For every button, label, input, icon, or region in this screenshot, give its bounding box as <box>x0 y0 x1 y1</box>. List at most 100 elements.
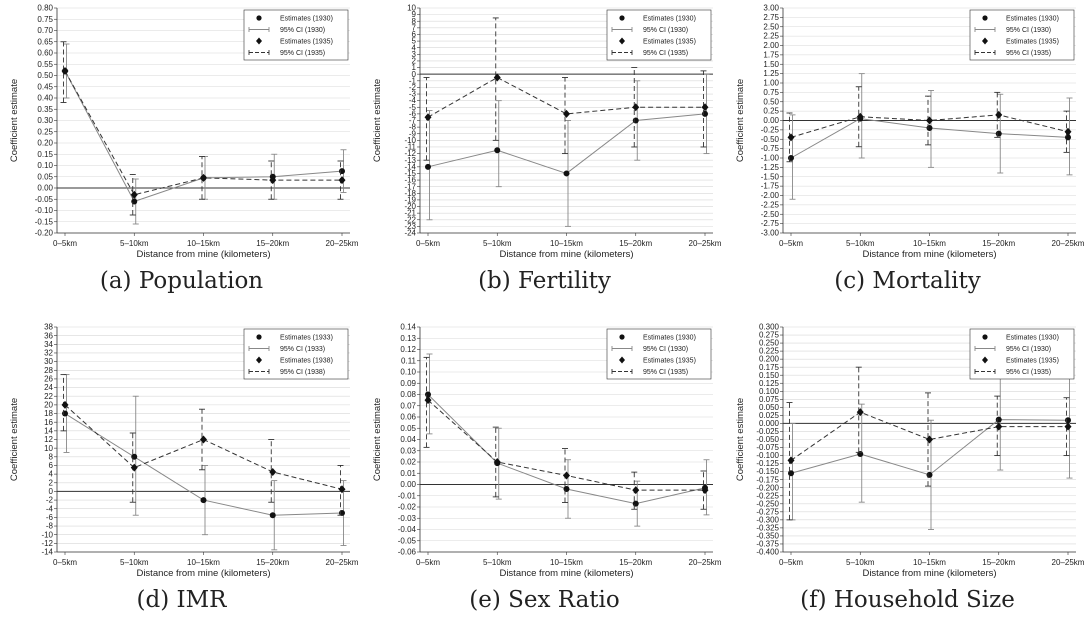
point-marker <box>494 147 501 154</box>
legend-label: 95% CI (1935) <box>1006 50 1051 57</box>
y-tick-label: 8 <box>412 17 417 26</box>
point-marker <box>632 117 639 124</box>
legend-circle-icon <box>982 334 988 340</box>
x-axis-label: Distance from mine (kilometers) <box>862 568 996 579</box>
y-tick-label: 20 <box>44 400 53 409</box>
x-tick-label: 20–25km <box>689 239 722 248</box>
series-line <box>790 114 1069 138</box>
point-marker <box>131 453 138 460</box>
legend-label: 95% CI (1935) <box>643 369 688 376</box>
legend-label: Estimates (1935) <box>1006 38 1059 45</box>
panel-caption: (e) Sex Ratio <box>469 587 620 613</box>
legend-label: 95% CI (1930) <box>1006 27 1051 34</box>
point-marker <box>424 396 432 405</box>
y-tick-label: 0.40 <box>37 94 53 103</box>
y-tick-label: -4 <box>46 504 54 513</box>
y-tick-label: 18 <box>44 409 53 418</box>
chart-panel: -0.06 -0.05 -0.04 -0.03 -0.02 -0.01 0.00 0.01 0.… <box>363 319 726 638</box>
y-tick-label: -0.50 <box>761 135 780 144</box>
y-tick-label: 0 <box>412 70 417 79</box>
y-tick-label: 2.50 <box>763 22 779 31</box>
y-tick-label: 0.000 <box>759 419 780 428</box>
y-tick-label: -4 <box>409 96 417 105</box>
chart-svg: -0.06 -0.05 -0.04 -0.03 -0.02 -0.01 0.00 0.01 0.… <box>372 323 722 579</box>
x-tick-label: 10–15km <box>913 558 946 567</box>
legend-circle-icon <box>619 334 625 340</box>
legend: Estimates (1930) 95% CI (1930) Estimates (… <box>243 9 349 61</box>
legend-diamond-icon <box>256 37 262 45</box>
point-marker <box>61 400 69 409</box>
y-tick-label: 0.20 <box>37 139 53 148</box>
y-tick-label: -2.50 <box>761 210 780 219</box>
x-tick-label: 15–20km <box>982 558 1015 567</box>
x-tick-label: 0–5km <box>779 558 803 567</box>
y-tick-label: 0.175 <box>759 363 780 372</box>
y-tick-label: 2.00 <box>763 41 779 50</box>
legend: Estimates (1930) 95% CI (1930) Estimates (… <box>969 328 1075 380</box>
y-tick-label: -0.06 <box>398 548 417 557</box>
y-tick-label: 0.00 <box>763 116 779 125</box>
y-tick-label: -6 <box>409 109 417 118</box>
point-marker <box>787 133 795 142</box>
y-tick-label: 0.02 <box>400 458 416 467</box>
x-tick-label: 15–20km <box>619 558 652 567</box>
y-tick-label: 4 <box>49 470 54 479</box>
y-tick-label: 0.14 <box>400 323 416 332</box>
legend-circle-icon <box>619 15 625 21</box>
point-marker <box>493 73 501 82</box>
y-tick-label: 36 <box>44 331 53 340</box>
y-tick-label: -0.325 <box>756 523 779 532</box>
y-tick-label: -0.25 <box>761 125 780 134</box>
point-marker <box>563 471 570 480</box>
point-marker <box>926 435 933 444</box>
y-axis: -0.400-0.375-0.350-0.325-0.300-0.275-0.2… <box>756 323 1076 557</box>
point-marker <box>61 67 69 75</box>
legend-label: 95% CI (1930) <box>643 27 688 34</box>
y-axis-label: Coefficient estimate <box>372 79 383 162</box>
y-tick-label: 0.08 <box>400 390 416 399</box>
point-marker <box>269 512 276 519</box>
y-tick-label: 28 <box>44 366 53 375</box>
y-tick-label: -0.275 <box>756 507 779 516</box>
chart-panel: -0.20 -0.15 -0.10 -0.05 0.00 0.05 0.10 0.15 0.20… <box>0 0 363 319</box>
y-tick-label: 0.225 <box>759 347 780 356</box>
y-tick-label: 9 <box>412 10 417 19</box>
y-axis-label: Coefficient estimate <box>735 79 746 162</box>
point-marker <box>787 456 795 465</box>
y-tick-label: 0.01 <box>400 469 416 478</box>
y-tick-label: -0.75 <box>761 144 780 153</box>
y-tick-label: -0.150 <box>756 467 779 476</box>
y-tick-label: 0.80 <box>37 4 53 13</box>
y-tick-label: 0.75 <box>37 15 53 24</box>
y-tick-label: -0.100 <box>756 451 779 460</box>
y-tick-label: -2 <box>409 83 417 92</box>
y-tick-label: -10 <box>41 530 53 539</box>
y-tick-label: 0.06 <box>400 413 416 422</box>
point-marker <box>788 155 794 161</box>
y-tick-label: 0 <box>49 487 54 496</box>
x-tick-label: 0–5km <box>779 239 803 248</box>
series-line <box>64 70 343 203</box>
legend-diamond-icon <box>619 37 625 45</box>
y-tick-label: 0.75 <box>763 88 779 97</box>
y-tick-label: -16 <box>404 176 416 185</box>
y-tick-label: 0.10 <box>400 368 416 377</box>
point-marker <box>62 410 68 417</box>
legend: Estimates (1933) 95% CI (1933) Estimates (… <box>243 328 349 380</box>
legend: Estimates (1930) 95% CI (1930) Estimates (… <box>969 9 1075 61</box>
x-tick-label: 20–25km <box>326 239 359 248</box>
x-axis-label: Distance from mine (kilometers) <box>136 568 270 579</box>
y-tick-label: 0.275 <box>759 331 780 340</box>
y-tick-label: -0.350 <box>756 532 779 541</box>
y-tick-label: -17 <box>404 182 416 191</box>
y-tick-label: 0.150 <box>759 371 780 380</box>
y-tick-label: -6 <box>46 513 54 522</box>
panel-caption: (c) Mortality <box>834 268 981 294</box>
point-marker <box>200 497 207 504</box>
y-tick-label: 0.04 <box>400 435 416 444</box>
y-tick-label: 0.55 <box>37 60 53 69</box>
y-tick-label: -0.250 <box>756 499 779 508</box>
y-tick-label: 7 <box>412 23 417 32</box>
legend: Estimates (1930) 95% CI (1930) Estimates (… <box>606 9 712 61</box>
legend-label: 95% CI (1938) <box>280 369 325 376</box>
